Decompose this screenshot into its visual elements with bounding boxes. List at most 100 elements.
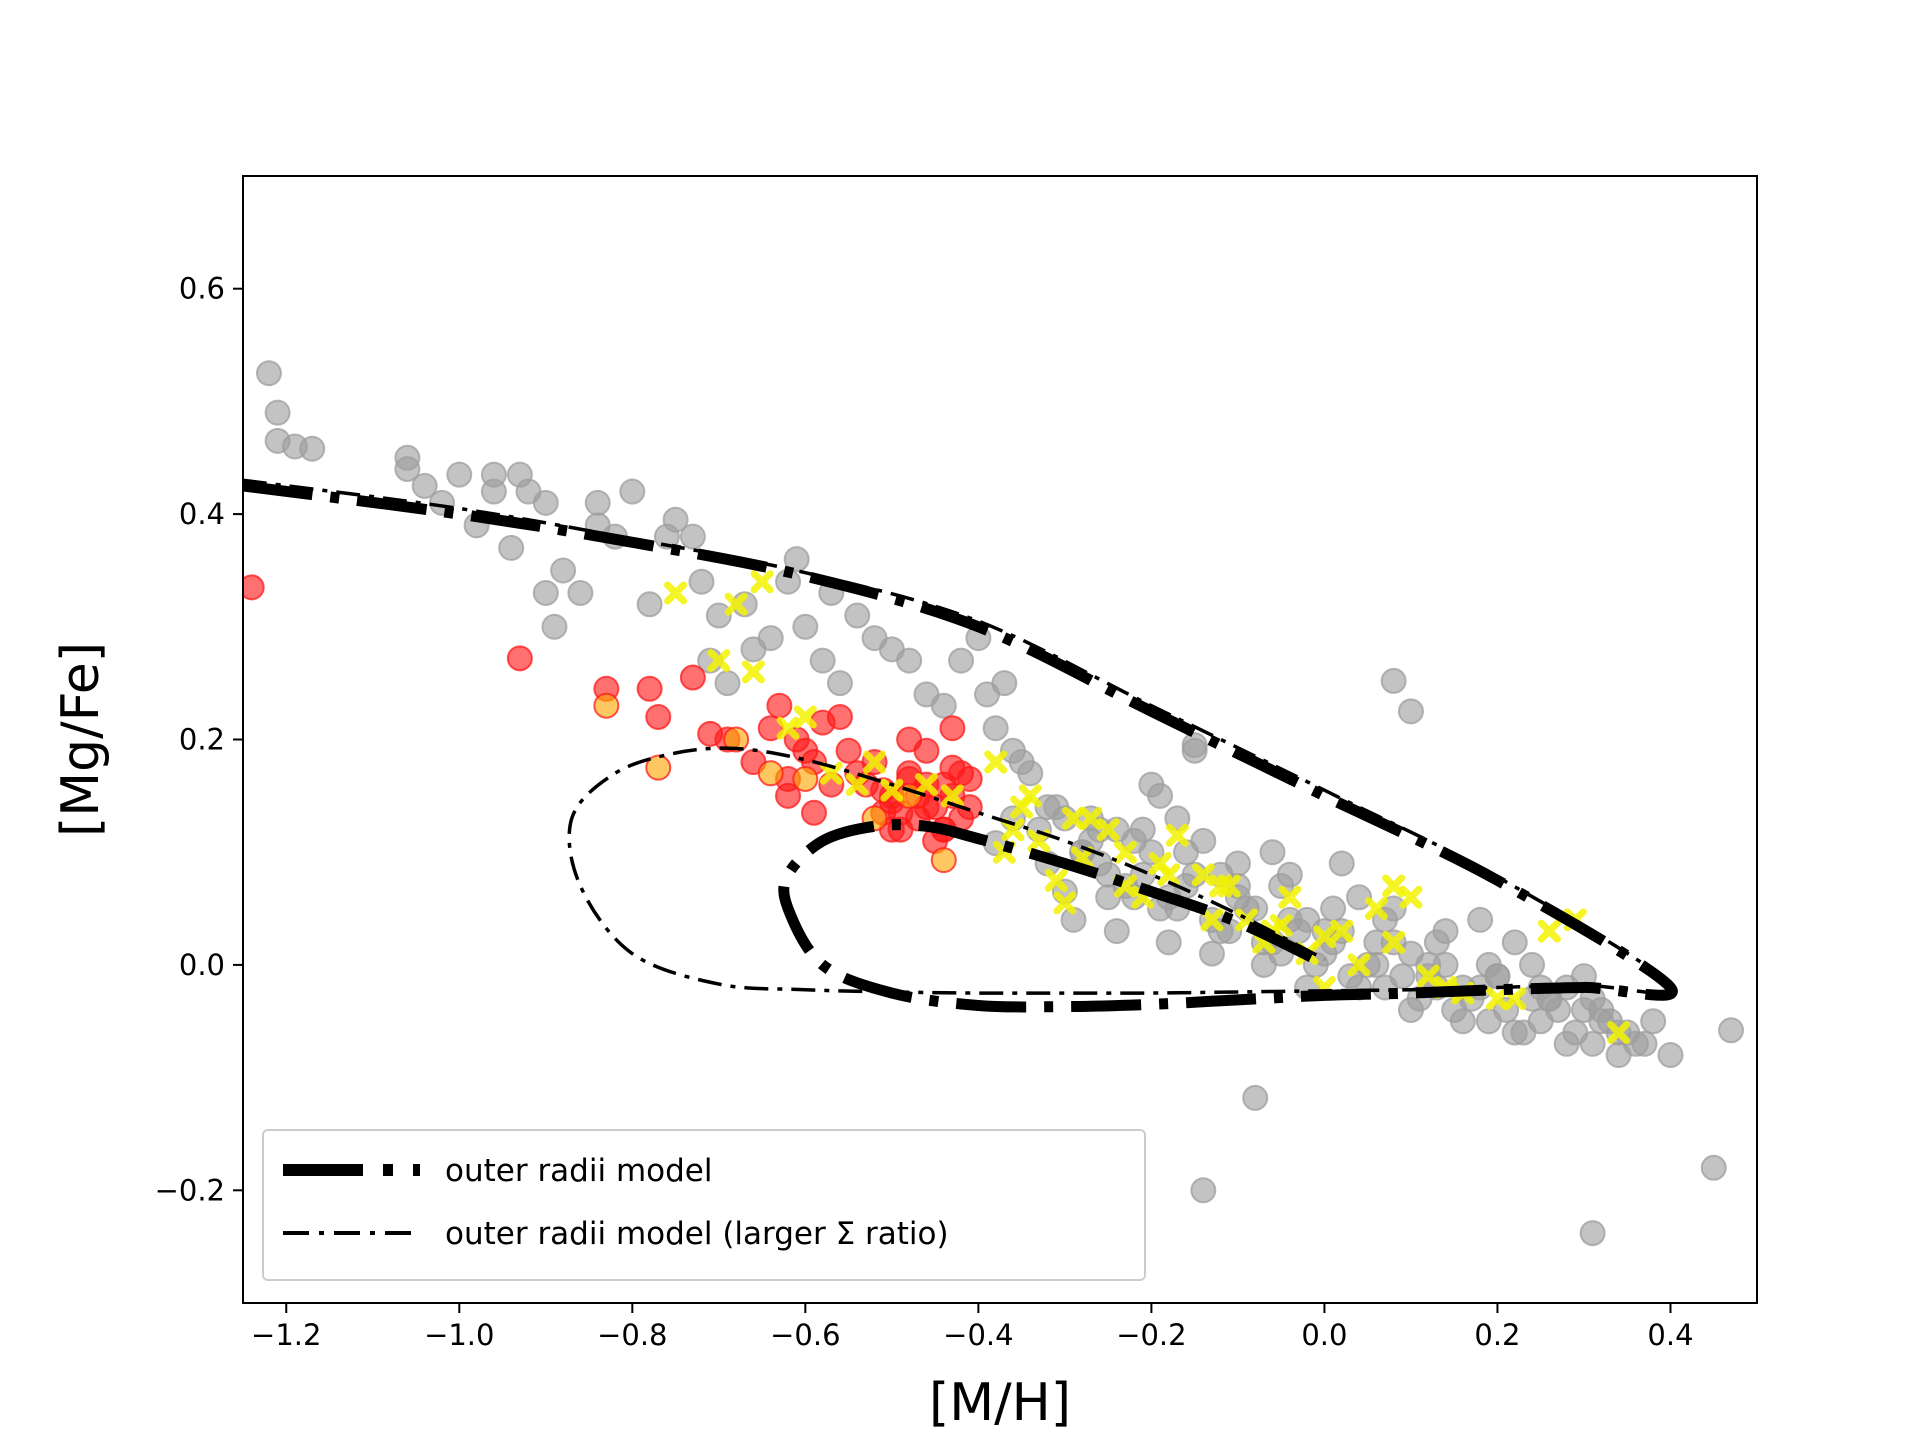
yellow-cross-point xyxy=(1018,784,1042,808)
legend-box xyxy=(262,1129,1146,1281)
yellow-cross-point xyxy=(1200,908,1224,932)
yellow-cross-point xyxy=(1485,987,1509,1011)
gray-point xyxy=(1103,918,1130,945)
gray-point xyxy=(826,670,853,697)
yellow-cross-point xyxy=(1347,953,1371,977)
gray-point xyxy=(705,602,732,629)
red-point xyxy=(939,715,966,742)
gray-point xyxy=(394,456,421,483)
gray-point xyxy=(757,625,784,652)
gray-point xyxy=(1380,667,1407,694)
gray-point xyxy=(532,579,559,606)
gray-point xyxy=(1631,1030,1658,1057)
red-point xyxy=(679,664,706,691)
gray-point xyxy=(584,489,611,516)
yellow-cross-point xyxy=(914,773,938,797)
gray-point xyxy=(532,489,559,516)
scatter-layer xyxy=(243,360,1745,1247)
yellow-cross-point xyxy=(984,750,1008,774)
gray-point xyxy=(714,670,741,697)
legend-label-outer-radii-model: outer radii model xyxy=(445,1153,712,1189)
gray-point xyxy=(679,523,706,550)
gray-point xyxy=(1467,906,1494,933)
gray-point xyxy=(636,591,663,618)
gray-point xyxy=(792,613,819,640)
red-point xyxy=(826,703,853,730)
x-tick-label: −0.8 xyxy=(597,1318,667,1352)
x-tick-label: −1.2 xyxy=(251,1318,321,1352)
yellow-cross-point xyxy=(1209,874,1233,898)
gray-point xyxy=(1657,1042,1684,1069)
red-point xyxy=(243,574,265,601)
gray-point xyxy=(1181,732,1208,759)
red-point xyxy=(766,692,793,719)
gray-point xyxy=(809,647,836,674)
gray-point xyxy=(1432,951,1459,978)
yellow-cross-point xyxy=(1157,863,1181,887)
yellow-cross-point xyxy=(741,660,765,684)
gray-point xyxy=(1389,963,1416,990)
yellow-cross-point xyxy=(1096,818,1120,842)
gray-point xyxy=(264,399,291,426)
yellow-cross-point xyxy=(1053,891,1077,915)
x-axis-label: [M/H] xyxy=(929,1373,1071,1433)
gray-point xyxy=(299,435,326,462)
red-point xyxy=(835,737,862,764)
larger-sigma-model-line xyxy=(243,478,1675,995)
y-axis-label: [Mg/Fe] xyxy=(51,642,111,837)
gray-point xyxy=(1129,816,1156,843)
yellow-cross-point xyxy=(1062,806,1086,830)
axes-layer: −1.2 −1.0 −0.8 −0.6 −0.4 −0.2 0.0 0.2 0.4 −0.2 0.0… xyxy=(155,272,1694,1352)
yellow-cross-point xyxy=(707,649,731,673)
gray-point xyxy=(1397,996,1424,1023)
gray-point xyxy=(1328,850,1355,877)
gray-point xyxy=(1017,760,1044,787)
gray-point xyxy=(662,506,689,533)
gray-point xyxy=(1397,698,1424,725)
x-tick-label: 0.2 xyxy=(1474,1318,1520,1352)
red-point xyxy=(775,782,802,809)
yellow-cross-point xyxy=(664,581,688,605)
yellow-cross-point xyxy=(1537,919,1561,943)
gray-point xyxy=(1155,929,1182,956)
gray-point xyxy=(1250,951,1277,978)
gray-point xyxy=(982,715,1009,742)
yellow-cross-point xyxy=(1607,1021,1631,1045)
yellow-cross-point xyxy=(1382,930,1406,954)
yellow-cross-point xyxy=(940,784,964,808)
yellow-cross-point xyxy=(1312,925,1336,949)
gray-point xyxy=(948,647,975,674)
yellow-cross-point xyxy=(724,592,748,616)
y-tick-label: −0.2 xyxy=(155,1173,225,1207)
yellow-cross-point xyxy=(1079,806,1103,830)
legend-label-larger-sigma-model: outer radii model (larger Σ ratio) xyxy=(445,1216,949,1252)
gray-point xyxy=(783,546,810,573)
yellow-cross-point xyxy=(1278,885,1302,909)
gray-point xyxy=(411,472,438,499)
y-tick-label: 0.2 xyxy=(179,723,225,757)
x-tick-label: −0.6 xyxy=(770,1318,840,1352)
gray-point xyxy=(1700,1154,1727,1181)
gray-point xyxy=(1501,929,1528,956)
red-point xyxy=(636,675,663,702)
yellow-cross-point xyxy=(1416,964,1440,988)
yellow-cross-point xyxy=(1165,823,1189,847)
yellow-cross-point xyxy=(1382,874,1406,898)
gray-point xyxy=(1579,1220,1606,1247)
gray-point xyxy=(1579,1030,1606,1057)
gray-point xyxy=(255,360,282,387)
gray-point xyxy=(1519,951,1546,978)
yellow-cross-point xyxy=(1113,840,1137,864)
gray-point xyxy=(930,692,957,719)
yellow-cross-point xyxy=(793,705,817,729)
gray-point xyxy=(1320,895,1347,922)
orange-point xyxy=(645,754,672,781)
gray-point xyxy=(1605,1042,1632,1069)
orange-point xyxy=(757,760,784,787)
x-tick-label: −0.2 xyxy=(1116,1318,1186,1352)
gray-point xyxy=(541,613,568,640)
gray-point xyxy=(567,579,594,606)
yellow-cross-point xyxy=(1399,885,1423,909)
gray-point xyxy=(550,557,577,584)
